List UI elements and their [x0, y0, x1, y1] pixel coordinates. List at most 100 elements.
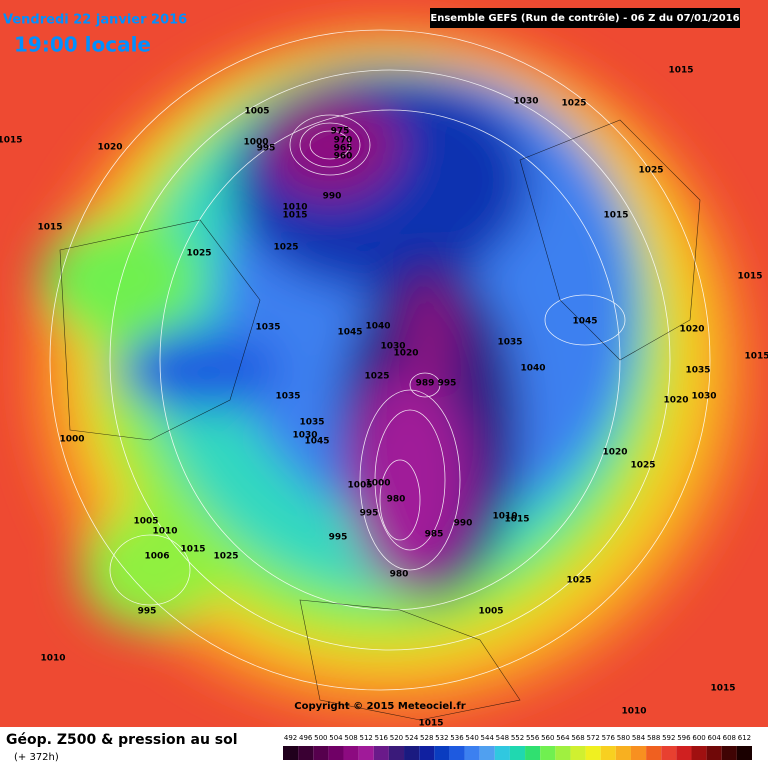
legend-tick-label: 524 — [405, 734, 419, 742]
pressure-label: 980 — [387, 495, 406, 505]
pressure-label: 960 — [334, 152, 353, 162]
legend-swatch — [328, 746, 344, 760]
pressure-label: 995 — [438, 379, 457, 389]
pressure-label: 1005 — [478, 607, 503, 617]
pressure-label: 1000 — [365, 479, 390, 489]
pressure-label: 975 — [331, 127, 350, 137]
pressure-label: 989 — [416, 379, 435, 389]
color-scale: 492 496 500 504 508 512 516 520 524 528 532 536 540 5… — [283, 734, 752, 760]
pressure-label: 1015 — [504, 515, 529, 525]
legend-swatch — [343, 746, 359, 760]
pressure-label: 1015 — [710, 684, 735, 694]
legend-swatch — [434, 746, 450, 760]
legend-tick-label: 536 — [450, 734, 464, 742]
legend-swatch — [661, 746, 677, 760]
legend-tick-label: 532 — [435, 734, 448, 742]
legend-swatch — [585, 746, 601, 760]
legend-tick-label: 588 — [647, 734, 660, 742]
legend-tick-label: 600 — [692, 734, 705, 742]
pressure-label: 1010 — [282, 203, 307, 213]
pressure-label: 1025 — [213, 552, 238, 562]
legend-swatch — [736, 746, 752, 760]
legend-swatch — [404, 746, 420, 760]
pressure-label: 1005 — [347, 481, 372, 491]
time: 19:00 locale — [14, 33, 151, 57]
pressure-label: 1035 — [275, 392, 300, 402]
pressure-label: 965 — [334, 144, 353, 154]
pressure-label: 1015 — [282, 211, 307, 221]
legend-tick-label: 512 — [360, 734, 373, 742]
legend-swatch — [706, 746, 722, 760]
pressure-label: 1025 — [186, 249, 211, 259]
pressure-label: 1005 — [244, 107, 269, 117]
pressure-label: 1020 — [679, 325, 704, 335]
legend-tick-label: 552 — [511, 734, 524, 742]
legend-tick-label: 492 — [284, 734, 297, 742]
legend-tick-label: 584 — [632, 734, 646, 742]
pressure-label: 1025 — [638, 166, 663, 176]
legend-swatch — [615, 746, 631, 760]
pressure-label: 1015 — [180, 545, 205, 555]
legend-tick-label: 540 — [465, 734, 478, 742]
legend-swatch — [721, 746, 737, 760]
legend-swatch — [283, 746, 299, 760]
pressure-label: 1015 — [37, 223, 62, 233]
pressure-label: 1015 — [668, 66, 693, 76]
map: 1015102010151005100099597597096596099010… — [0, 0, 768, 727]
pressure-label: 1010 — [40, 654, 65, 664]
pressure-label: 990 — [323, 192, 342, 202]
legend-swatch — [464, 746, 480, 760]
legend-tick-label: 528 — [420, 734, 433, 742]
pressure-label: 1015 — [737, 272, 762, 282]
pressure-label: 1035 — [299, 418, 324, 428]
legend-swatch — [313, 746, 329, 760]
pressure-label: 1025 — [561, 99, 586, 109]
legend-swatch — [373, 746, 389, 760]
pressure-label: 995 — [138, 607, 157, 617]
pressure-label: 980 — [390, 570, 409, 580]
pressure-label: 1015 — [603, 211, 628, 221]
legend-swatch — [646, 746, 662, 760]
pressure-label: 1020 — [97, 143, 122, 153]
legend-tick-label: 596 — [677, 734, 691, 742]
pressure-label: 1030 — [380, 342, 405, 352]
pressure-label: 1006 — [144, 552, 169, 562]
legend-swatch — [479, 746, 495, 760]
legend-swatch — [449, 746, 465, 760]
legend-tick-label: 576 — [602, 734, 616, 742]
legend-swatch — [298, 746, 314, 760]
legend-tick-label: 568 — [571, 734, 584, 742]
pressure-label: 1020 — [663, 396, 688, 406]
pressure-label: 1000 — [243, 138, 268, 148]
legend-tick-label: 556 — [526, 734, 540, 742]
pressure-label: 1030 — [292, 431, 317, 441]
pressure-label: 1025 — [273, 243, 298, 253]
pressure-label: 1005 — [133, 517, 158, 527]
legend-tick-label: 612 — [738, 734, 751, 742]
legend-swatch — [525, 746, 541, 760]
legend-tick-label: 608 — [723, 734, 736, 742]
pressure-label: 1040 — [365, 322, 390, 332]
legend-swatch — [600, 746, 616, 760]
legend-swatch — [630, 746, 647, 760]
pressure-label: 1025 — [630, 461, 655, 471]
legend-tick-label: 500 — [314, 734, 327, 742]
legend-tick-label: 560 — [541, 734, 554, 742]
pressure-label: 970 — [334, 136, 353, 146]
pressure-label: 1010 — [621, 707, 646, 717]
legend-tick-label: 572 — [586, 734, 599, 742]
footer-title: Géop. Z500 & pression au sol — [6, 732, 238, 748]
legend-swatch — [570, 746, 586, 760]
legend-tick-label: 508 — [344, 734, 357, 742]
run-info: Ensemble GEFS (Run de contrôle) - 06 Z d… — [430, 12, 739, 24]
pressure-label: 985 — [425, 530, 444, 540]
legend-swatch — [494, 746, 510, 760]
legend-tick-label: 496 — [299, 734, 313, 742]
pressure-label: 995 — [360, 509, 379, 519]
legend-tick-label: 592 — [662, 734, 675, 742]
legend-tick-label: 504 — [329, 734, 343, 742]
pressure-label: 1045 — [304, 437, 329, 447]
pressure-label: 1020 — [602, 448, 627, 458]
pressure-label: 1015 — [0, 136, 23, 146]
pressure-label: 1030 — [691, 392, 716, 402]
